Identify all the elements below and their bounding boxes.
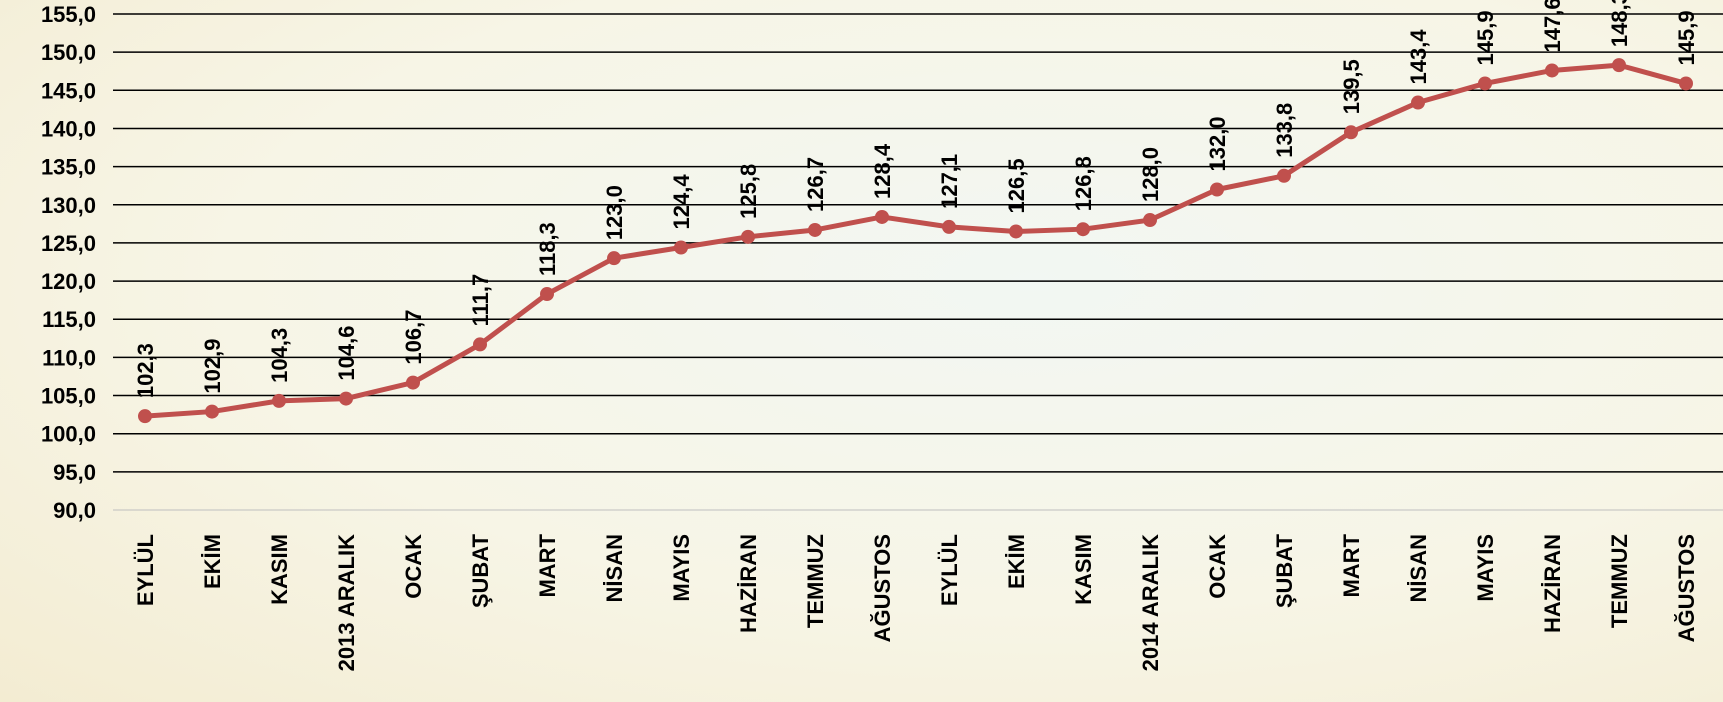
y-tick-label: 120,0 <box>41 269 96 294</box>
x-tick-label: NİSAN <box>602 534 627 602</box>
x-tick-label: 2014 ARALIK <box>1138 534 1163 671</box>
x-tick-label: OCAK <box>401 534 426 599</box>
y-tick-label: 140,0 <box>41 116 96 141</box>
data-point <box>406 375 420 390</box>
y-tick-label: 115,0 <box>42 307 96 332</box>
data-label: 132,0 <box>1205 116 1230 171</box>
x-tick-label: 2013 ARALIK <box>334 534 359 671</box>
data-point <box>942 219 956 234</box>
data-label: 126,7 <box>803 157 828 212</box>
y-tick-label: 130,0 <box>41 193 96 218</box>
x-tick-label: HAZİRAN <box>1540 534 1565 633</box>
x-tick-label: MART <box>1339 533 1364 597</box>
series-line <box>144 62 1687 419</box>
data-point <box>473 337 487 352</box>
gridlines <box>113 13 1723 511</box>
y-tick-label: 95,0 <box>53 460 96 485</box>
data-point <box>339 391 353 406</box>
data-label: 148,3 <box>1607 0 1632 47</box>
data-label: 104,3 <box>267 328 292 383</box>
data-point <box>1344 125 1358 140</box>
x-tick-label: KASIM <box>1071 534 1096 605</box>
data-label: 128,4 <box>870 143 895 199</box>
x-tick-label: ŞUBAT <box>468 533 493 608</box>
x-tick-label: AĞUSTOS <box>870 534 895 642</box>
y-tick-label: 105,0 <box>41 384 96 409</box>
y-tick-label: 90,0 <box>53 498 96 523</box>
x-tick-label: EKİM <box>200 534 225 589</box>
y-tick-label: 100,0 <box>41 422 96 447</box>
data-label: 124,4 <box>669 174 694 230</box>
data-labels: 102,3 102,9 104,3 104,6 106,7 111,7 118,3 123,0… <box>133 0 1699 398</box>
data-label: 111,7 <box>468 274 493 327</box>
y-tick-label: 155,0 <box>41 2 96 27</box>
x-tick-label: TEMMUZ <box>803 534 828 628</box>
data-label: 106,7 <box>401 310 426 365</box>
data-point <box>1612 58 1626 73</box>
data-label: 123,0 <box>602 185 627 240</box>
data-point <box>674 240 688 255</box>
data-point <box>540 287 554 302</box>
x-tick-label: NİSAN <box>1406 534 1431 602</box>
data-point <box>205 404 219 419</box>
data-point <box>1478 76 1492 91</box>
x-tick-label: TEMMUZ <box>1607 534 1632 628</box>
data-points <box>138 58 1693 424</box>
data-point <box>1210 182 1224 197</box>
x-tick-label: ŞUBAT <box>1272 533 1297 608</box>
data-label: 102,9 <box>200 339 225 394</box>
data-label: 104,6 <box>334 326 359 381</box>
data-label: 126,5 <box>1004 158 1029 213</box>
y-tick-label: 150,0 <box>41 40 96 65</box>
data-label: 125,8 <box>736 164 761 219</box>
y-tick-label: 135,0 <box>41 155 96 180</box>
data-label: 145,9 <box>1674 10 1699 65</box>
x-tick-label: OCAK <box>1205 534 1230 599</box>
y-axis-ticks: 90,0 95,0 100,0 105,0 110,0 115,0 120,0 125,0 13… <box>41 2 96 523</box>
data-point <box>272 393 286 408</box>
data-point <box>741 229 755 244</box>
data-label: 145,9 <box>1473 10 1498 65</box>
data-point <box>1679 76 1693 91</box>
x-tick-label: EKİM <box>1004 534 1029 589</box>
data-point <box>1076 222 1090 237</box>
data-point <box>1411 95 1425 110</box>
data-point <box>1545 63 1559 78</box>
x-tick-label: EYLÜL <box>937 534 962 606</box>
x-tick-label: KASIM <box>267 534 292 605</box>
data-point <box>875 209 889 224</box>
x-tick-label: HAZİRAN <box>736 534 761 633</box>
data-label: 139,5 <box>1339 59 1364 114</box>
data-point <box>138 409 152 424</box>
data-label: 118,3 <box>535 222 560 276</box>
data-label: 102,3 <box>133 343 158 398</box>
data-label: 127,1 <box>937 154 962 209</box>
data-label: 143,4 <box>1406 29 1431 85</box>
data-label: 147,6 <box>1540 0 1565 52</box>
y-tick-label: 125,0 <box>41 231 96 256</box>
data-point <box>1009 224 1023 239</box>
data-point <box>607 251 621 266</box>
data-label: 126,8 <box>1071 156 1096 211</box>
y-tick-label: 110,0 <box>42 345 96 370</box>
x-tick-label: MART <box>535 533 560 597</box>
y-tick-label: 145,0 <box>41 78 96 103</box>
data-point <box>1277 168 1291 183</box>
data-label: 128,0 <box>1138 147 1163 202</box>
x-tick-label: MAYIS <box>669 534 694 602</box>
x-tick-label: MAYIS <box>1473 534 1498 602</box>
data-point <box>1143 213 1157 228</box>
x-tick-label: EYLÜL <box>133 534 158 606</box>
data-point <box>808 222 822 237</box>
data-label: 133,8 <box>1272 103 1297 158</box>
x-tick-label: AĞUSTOS <box>1674 534 1699 642</box>
x-axis-labels: EYLÜL EKİM KASIM 2013 ARALIK OCAK ŞUBAT MART Nİ… <box>133 533 1699 671</box>
